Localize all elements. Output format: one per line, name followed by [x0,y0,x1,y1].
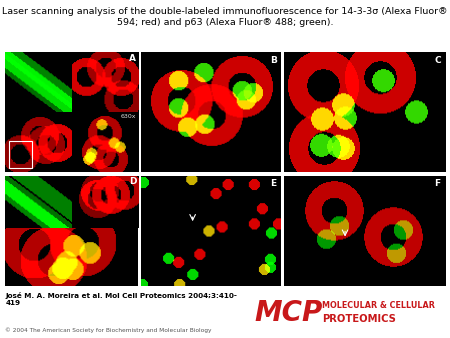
Text: PROTEOMICS: PROTEOMICS [322,314,396,324]
Text: B: B [270,56,277,65]
Bar [9,141,32,168]
Text: E: E [270,179,277,188]
Text: © 2004 The American Society for Biochemistry and Molecular Biology: © 2004 The American Society for Biochemi… [5,328,212,333]
Text: Laser scanning analysis of the double-labeled immunofluorescence for 14-3-3σ (Al: Laser scanning analysis of the double-la… [2,7,448,27]
Text: D: D [129,177,136,186]
Text: A: A [129,54,136,63]
Text: MCP: MCP [254,299,323,327]
Text: 630x: 630x [121,114,136,119]
Text: F: F [435,179,441,188]
Text: MOLECULAR & CELLULAR: MOLECULAR & CELLULAR [322,301,435,310]
Text: José M. A. Moreira et al. Mol Cell Proteomics 2004;3:410-
419: José M. A. Moreira et al. Mol Cell Prote… [5,292,237,306]
Text: C: C [434,56,441,65]
